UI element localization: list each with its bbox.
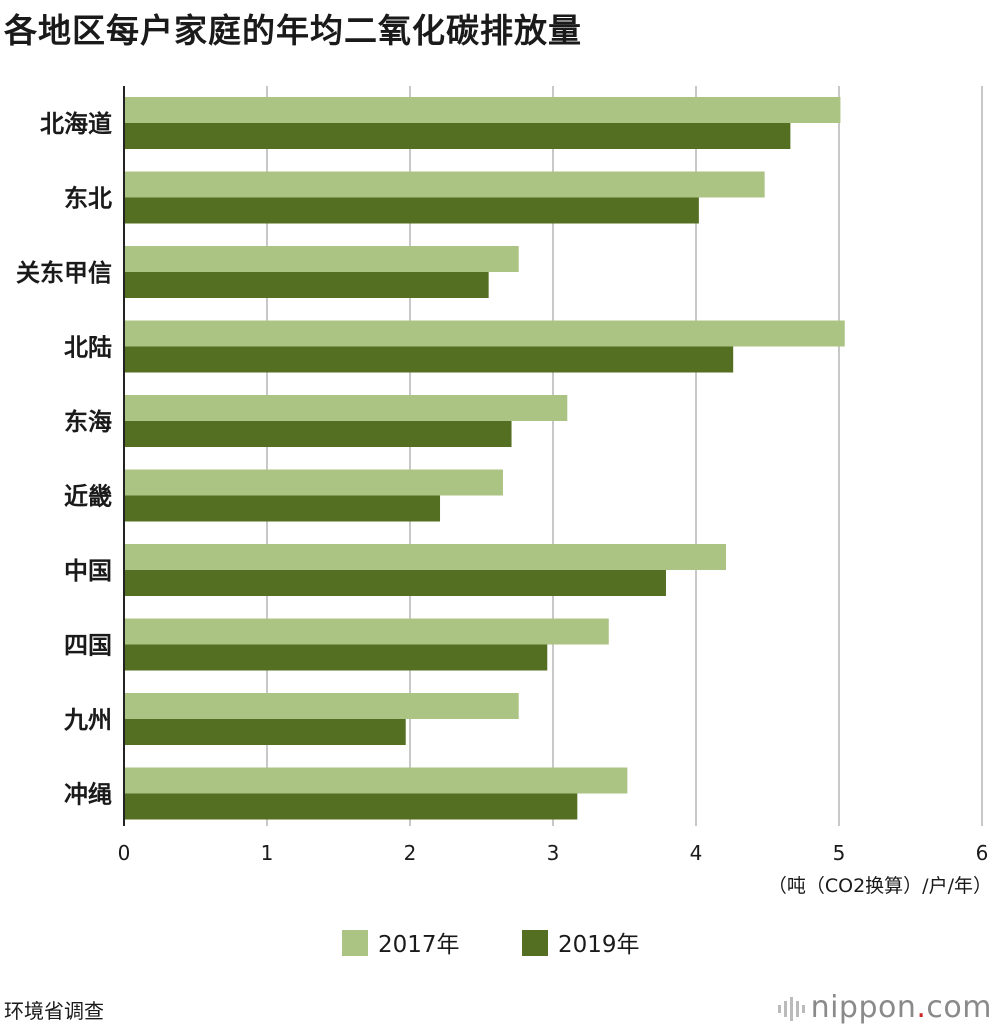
bar-近畿-2019年 bbox=[124, 495, 441, 522]
bar-九州-2019年 bbox=[124, 719, 406, 745]
x-tick-label-4: 4 bbox=[690, 841, 703, 865]
legend-swatch-2019年 bbox=[522, 930, 548, 956]
legend-label-2017年: 2017年 bbox=[378, 932, 460, 958]
bar-九州-2017年 bbox=[124, 693, 519, 719]
bar-北陆-2017年 bbox=[124, 320, 845, 347]
x-tick-label-5: 5 bbox=[833, 841, 846, 865]
bar-东北-2019年 bbox=[124, 197, 699, 224]
bar-近畿-2017年 bbox=[124, 469, 503, 496]
category-label-关东甲信: 关东甲信 bbox=[16, 259, 112, 287]
category-label-九州: 九州 bbox=[63, 706, 112, 734]
logo-name: nippon bbox=[810, 990, 917, 1025]
nippon-logo: nippon.com bbox=[777, 990, 992, 1025]
legend: 2017年 2019年 bbox=[342, 930, 640, 958]
source-note: 环境省调查 bbox=[4, 999, 104, 1023]
legend-label-2019年: 2019年 bbox=[558, 932, 640, 958]
bar-四国-2017年 bbox=[124, 618, 609, 645]
bar-关东甲信-2017年 bbox=[124, 246, 519, 272]
category-label-近畿: 近畿 bbox=[64, 483, 112, 511]
bar-关东甲信-2019年 bbox=[124, 272, 489, 298]
bar-北陆-2019年 bbox=[124, 346, 734, 373]
logo-tld: com bbox=[926, 990, 992, 1025]
bars bbox=[124, 97, 845, 820]
category-label-东海: 东海 bbox=[64, 408, 112, 436]
category-label-中国: 中国 bbox=[64, 557, 112, 585]
bar-北海道-2017年 bbox=[124, 97, 841, 123]
category-label-北海道: 北海道 bbox=[40, 110, 112, 138]
category-label-四国: 四国 bbox=[64, 632, 112, 660]
x-tick-label-3: 3 bbox=[547, 841, 560, 865]
bar-东海-2017年 bbox=[124, 395, 568, 421]
bar-中国-2019年 bbox=[124, 570, 666, 596]
bar-冲绳-2019年 bbox=[124, 793, 578, 820]
bar-冲绳-2017年 bbox=[124, 767, 628, 794]
legend-swatch-2017年 bbox=[342, 930, 368, 956]
chart-title: 各地区每户家庭的年均二氧化碳排放量 bbox=[4, 11, 582, 50]
logo-bars-icon bbox=[777, 996, 805, 1021]
bar-东北-2017年 bbox=[124, 171, 765, 198]
bar-北海道-2019年 bbox=[124, 123, 791, 149]
x-tick-label-6: 6 bbox=[976, 841, 989, 865]
x-tick-label-1: 1 bbox=[261, 841, 274, 865]
bar-东海-2019年 bbox=[124, 421, 512, 447]
x-tick-label-2: 2 bbox=[404, 841, 417, 865]
bar-四国-2019年 bbox=[124, 644, 548, 671]
category-label-北陆: 北陆 bbox=[64, 334, 112, 362]
category-label-冲绳: 冲绳 bbox=[64, 781, 112, 809]
x-tick-label-0: 0 bbox=[118, 841, 131, 865]
logo-dot: . bbox=[916, 990, 927, 1025]
x-axis-label: （吨（CO2换算）/户/年） bbox=[768, 875, 992, 897]
bar-中国-2017年 bbox=[124, 544, 727, 570]
category-label-东北: 东北 bbox=[64, 185, 112, 213]
